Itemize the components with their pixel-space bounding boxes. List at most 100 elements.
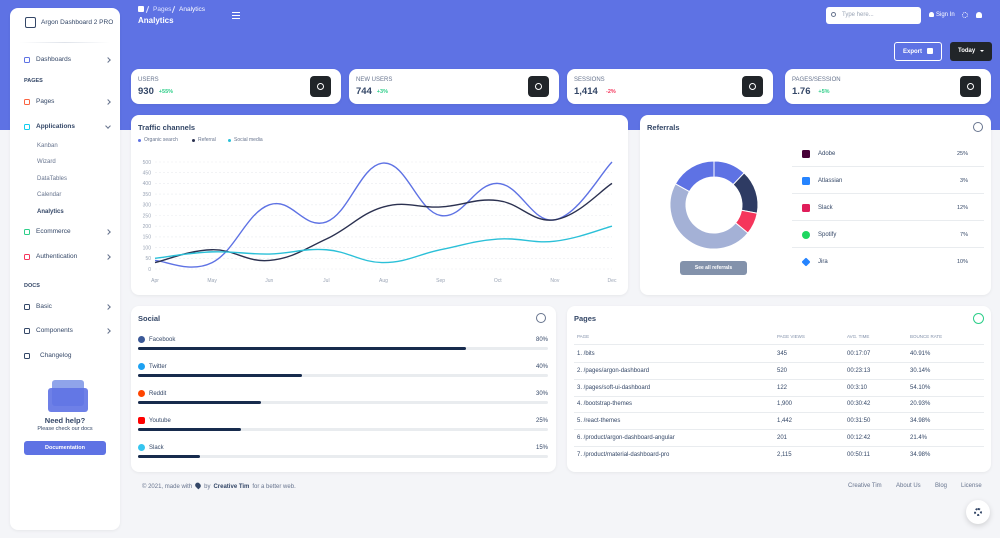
- table-header: AVG. TIME: [847, 334, 870, 339]
- export-button[interactable]: Export: [894, 42, 942, 61]
- table-cell[interactable]: 1. /bits: [577, 351, 595, 357]
- legend-label: Organic search: [144, 137, 178, 143]
- stat-value: 930: [138, 86, 154, 97]
- user-icon: [929, 12, 934, 17]
- heart-icon: [194, 481, 203, 490]
- stat-value: 744: [356, 86, 372, 97]
- table-header: PAGE: [577, 334, 590, 339]
- stat-card: NEW USERS 744 +3%: [349, 69, 559, 104]
- footer-link[interactable]: Blog: [935, 483, 948, 489]
- stat-icon-glyph: [967, 83, 974, 90]
- social-name: Reddit: [149, 391, 167, 397]
- footer-link[interactable]: Creative Tim: [848, 483, 882, 489]
- table-cell: 122: [777, 384, 788, 391]
- line-series: [154, 182, 613, 264]
- documentation-button[interactable]: Documentation: [24, 441, 106, 455]
- line-series: [154, 225, 613, 264]
- referral-logo: [802, 204, 810, 212]
- info-icon[interactable]: [973, 122, 983, 132]
- nav-item[interactable]: Basic: [36, 303, 52, 310]
- row-divider: [792, 193, 984, 194]
- stat-change: -2%: [606, 89, 616, 95]
- chevron-icon: [105, 304, 111, 310]
- social-icon: [138, 390, 145, 397]
- x-tick-label: May: [207, 278, 217, 284]
- nav-icon: [24, 124, 30, 130]
- sign-in[interactable]: Sign In: [936, 12, 955, 18]
- search-placeholder: Type here...: [842, 12, 874, 18]
- traffic-card: Traffic channels Organic search Referral So…: [131, 115, 628, 295]
- breadcrumb-item[interactable]: Pages: [153, 6, 172, 13]
- nav-subitem[interactable]: Wizard: [37, 159, 56, 165]
- stat-icon: [742, 76, 763, 97]
- table-cell: 2,115: [777, 451, 792, 458]
- footer-link[interactable]: License: [961, 483, 982, 489]
- doughnut-chart: [669, 160, 759, 250]
- nav-icon: [24, 57, 30, 63]
- social-icon: [138, 336, 145, 343]
- row-divider: [574, 429, 984, 431]
- search-icon: [831, 12, 836, 17]
- table-cell: 00:31:50: [847, 418, 871, 425]
- progress-bar: [138, 374, 302, 377]
- nav-item[interactable]: Dashboards: [36, 56, 72, 63]
- stat-label: PAGES/SESSION: [792, 77, 841, 83]
- nav-subitem[interactable]: Calendar: [37, 192, 62, 198]
- menu-icon[interactable]: [232, 18, 240, 20]
- home-icon[interactable]: [138, 6, 144, 12]
- nav-item[interactable]: Applications: [36, 123, 76, 130]
- stat-value: 1,414: [574, 86, 598, 97]
- footer-link[interactable]: About Us: [896, 483, 921, 489]
- referral-value: 12%: [956, 205, 968, 211]
- row-divider: [792, 247, 984, 248]
- search-box[interactable]: Type here...: [826, 7, 921, 24]
- nav-item[interactable]: Authentication: [36, 253, 78, 260]
- table-cell[interactable]: 4. /bootstrap-themes: [577, 401, 633, 408]
- today-button[interactable]: Today: [950, 42, 992, 61]
- nav-subitem[interactable]: DataTables: [37, 176, 68, 182]
- see-all-referrals-button[interactable]: See all referrals: [680, 261, 747, 275]
- stat-card: PAGES/SESSION 1.76 +5%: [785, 69, 991, 104]
- progress-track: [138, 401, 548, 404]
- table-cell[interactable]: 2. /pages/argon-dashboard: [577, 367, 650, 374]
- nav-subitem[interactable]: Analytics: [37, 209, 64, 215]
- row-divider: [574, 378, 984, 380]
- settings-fab[interactable]: [966, 500, 990, 524]
- social-name: Twitter: [149, 364, 167, 370]
- row-divider: [574, 446, 984, 447]
- nav-item[interactable]: Components: [36, 327, 73, 334]
- notification-icon[interactable]: [976, 12, 982, 18]
- info-icon[interactable]: [536, 313, 546, 323]
- referral-value: 10%: [956, 259, 968, 265]
- referral-logo: [802, 231, 810, 239]
- y-tick-label: 100: [143, 245, 152, 251]
- line-chart: 0 50 100 150 200 250 300 350 400 450 500 Apr May Jun J…: [143, 160, 617, 284]
- settings-icon[interactable]: [962, 12, 968, 18]
- nav-subitem[interactable]: Kanban: [37, 143, 58, 149]
- social-icon: [138, 417, 145, 424]
- nav-icon: [24, 328, 30, 334]
- brand-name[interactable]: Argon Dashboard 2 PRO: [41, 19, 114, 26]
- breadcrumb-item: Analytics: [179, 6, 206, 13]
- stat-change: +5%: [818, 89, 830, 95]
- progress-bar: [138, 428, 241, 431]
- nav-item[interactable]: Changelog: [40, 352, 72, 359]
- table-cell[interactable]: 6. /product/argon-dashboard-angular: [577, 435, 675, 441]
- stat-label: USERS: [138, 77, 159, 83]
- menu-icon[interactable]: [232, 12, 240, 14]
- table-cell[interactable]: 5. /react-themes: [577, 418, 621, 425]
- menu-icon[interactable]: [232, 15, 240, 17]
- progress-track: [138, 428, 548, 431]
- table-cell: 00:12:42: [847, 435, 871, 441]
- table-cell[interactable]: 7. /product/material-dashboard-pro: [577, 451, 670, 458]
- divider: [20, 42, 110, 43]
- nav-item[interactable]: Pages: [36, 98, 55, 105]
- stat-label: SESSIONS: [574, 77, 605, 83]
- nav-section: PAGES: [24, 78, 43, 84]
- nav-item[interactable]: Ecommerce: [36, 228, 71, 235]
- table-cell[interactable]: 3. /pages/soft-ui-dashboard: [577, 384, 651, 391]
- author-link[interactable]: Creative Tim: [213, 484, 250, 490]
- y-tick-label: 350: [143, 192, 152, 198]
- y-tick-label: 50: [145, 256, 151, 262]
- footer-text: © 2021, made with by Creative Tim for a bet…: [142, 481, 296, 490]
